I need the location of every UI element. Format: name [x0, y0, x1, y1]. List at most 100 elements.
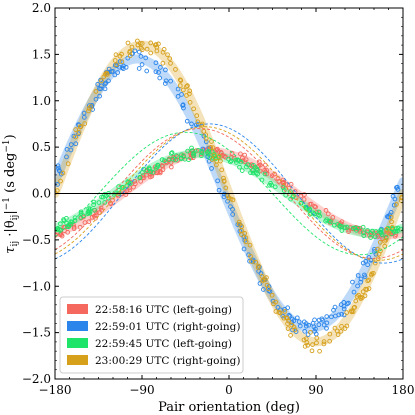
point-series-2 — [163, 78, 169, 84]
point-series-1 — [269, 173, 275, 179]
point-series-2 — [81, 110, 87, 116]
point-series-2 — [306, 322, 312, 328]
point-series-3 — [159, 157, 165, 162]
point-series-2 — [138, 54, 144, 59]
point-series-4 — [180, 87, 186, 93]
point-series-2 — [132, 48, 138, 54]
point-series-4 — [167, 56, 173, 61]
point-series-4 — [135, 42, 141, 48]
point-series-4 — [184, 84, 189, 89]
point-series-4 — [160, 60, 166, 66]
point-series-2 — [184, 118, 190, 124]
point-series-4 — [362, 293, 368, 299]
x-tick-label: −180 — [39, 383, 72, 397]
point-series-3 — [173, 157, 178, 163]
point-series-3 — [199, 148, 204, 154]
point-series-4 — [291, 324, 297, 330]
point-series-4 — [243, 235, 249, 241]
point-series-3 — [140, 170, 145, 175]
point-series-3 — [395, 225, 401, 231]
point-series-4 — [210, 145, 216, 151]
point-series-2 — [153, 60, 159, 66]
point-series-4 — [177, 83, 183, 88]
point-series-2 — [175, 86, 181, 92]
point-series-2 — [230, 212, 236, 217]
point-series-2 — [355, 283, 360, 289]
point-series-4 — [127, 48, 133, 54]
point-series-3 — [96, 200, 102, 205]
point-series-3 — [102, 200, 108, 205]
y-tick-label: −1.0 — [22, 279, 51, 293]
point-series-4 — [209, 139, 214, 144]
point-series-2 — [168, 78, 173, 84]
point-series-2 — [162, 81, 168, 86]
point-series-2 — [93, 96, 99, 102]
y-tick-label: 0.5 — [32, 140, 51, 154]
point-series-4 — [386, 230, 392, 236]
point-series-4 — [285, 326, 291, 331]
point-series-1 — [123, 192, 129, 197]
point-series-3 — [248, 170, 253, 176]
point-series-3 — [355, 225, 361, 231]
point-series-1 — [216, 149, 221, 154]
point-series-4 — [58, 178, 63, 184]
point-series-2 — [358, 276, 364, 282]
point-series-1 — [325, 211, 331, 217]
point-series-3 — [91, 202, 96, 208]
point-series-4 — [266, 286, 271, 292]
point-series-3 — [237, 164, 242, 170]
point-series-3 — [360, 230, 366, 235]
point-series-4 — [161, 47, 167, 52]
point-series-2 — [316, 322, 322, 328]
point-series-2 — [120, 66, 126, 72]
point-series-4 — [60, 170, 66, 176]
point-series-2 — [175, 94, 181, 99]
point-series-2 — [346, 300, 351, 306]
point-series-2 — [312, 317, 317, 323]
point-series-4 — [339, 324, 344, 329]
point-series-4 — [129, 44, 135, 50]
point-series-3 — [68, 219, 74, 225]
point-series-3 — [234, 160, 239, 165]
point-series-4 — [65, 161, 71, 167]
point-series-4 — [148, 50, 154, 56]
point-series-2 — [257, 281, 263, 286]
point-series-2 — [297, 323, 303, 329]
point-series-4 — [308, 329, 313, 335]
point-series-1 — [153, 170, 159, 176]
point-series-2 — [189, 121, 194, 127]
point-series-4 — [195, 119, 201, 125]
point-series-3 — [383, 235, 389, 240]
point-series-2 — [103, 80, 109, 86]
point-series-2 — [339, 311, 345, 317]
point-series-1 — [107, 200, 113, 206]
point-series-1 — [312, 204, 317, 209]
point-series-4 — [321, 339, 327, 344]
point-series-4 — [139, 41, 145, 46]
point-series-2 — [247, 258, 252, 264]
point-series-2 — [64, 147, 70, 152]
point-series-2 — [341, 300, 347, 305]
point-series-3 — [186, 157, 191, 163]
point-series-3 — [372, 234, 378, 240]
point-series-2 — [336, 312, 342, 318]
point-series-2 — [143, 55, 149, 61]
point-series-3 — [269, 182, 275, 188]
point-series-3 — [361, 233, 367, 239]
point-series-4 — [103, 70, 109, 76]
point-series-4 — [327, 331, 333, 337]
point-series-3 — [78, 210, 84, 216]
point-series-3 — [57, 227, 62, 232]
point-series-1 — [98, 205, 104, 211]
point-series-1 — [127, 187, 133, 193]
point-series-4 — [187, 100, 193, 105]
point-series-2 — [302, 328, 308, 334]
point-series-1 — [301, 197, 307, 202]
legend: 22:58:16 UTC (left-going) 22:59:01 UTC (r… — [59, 296, 244, 374]
point-series-2 — [341, 312, 347, 318]
point-series-2 — [179, 92, 184, 97]
point-series-2 — [270, 298, 276, 304]
point-series-4 — [160, 49, 166, 55]
point-series-4 — [382, 238, 388, 244]
point-series-2 — [261, 287, 266, 292]
